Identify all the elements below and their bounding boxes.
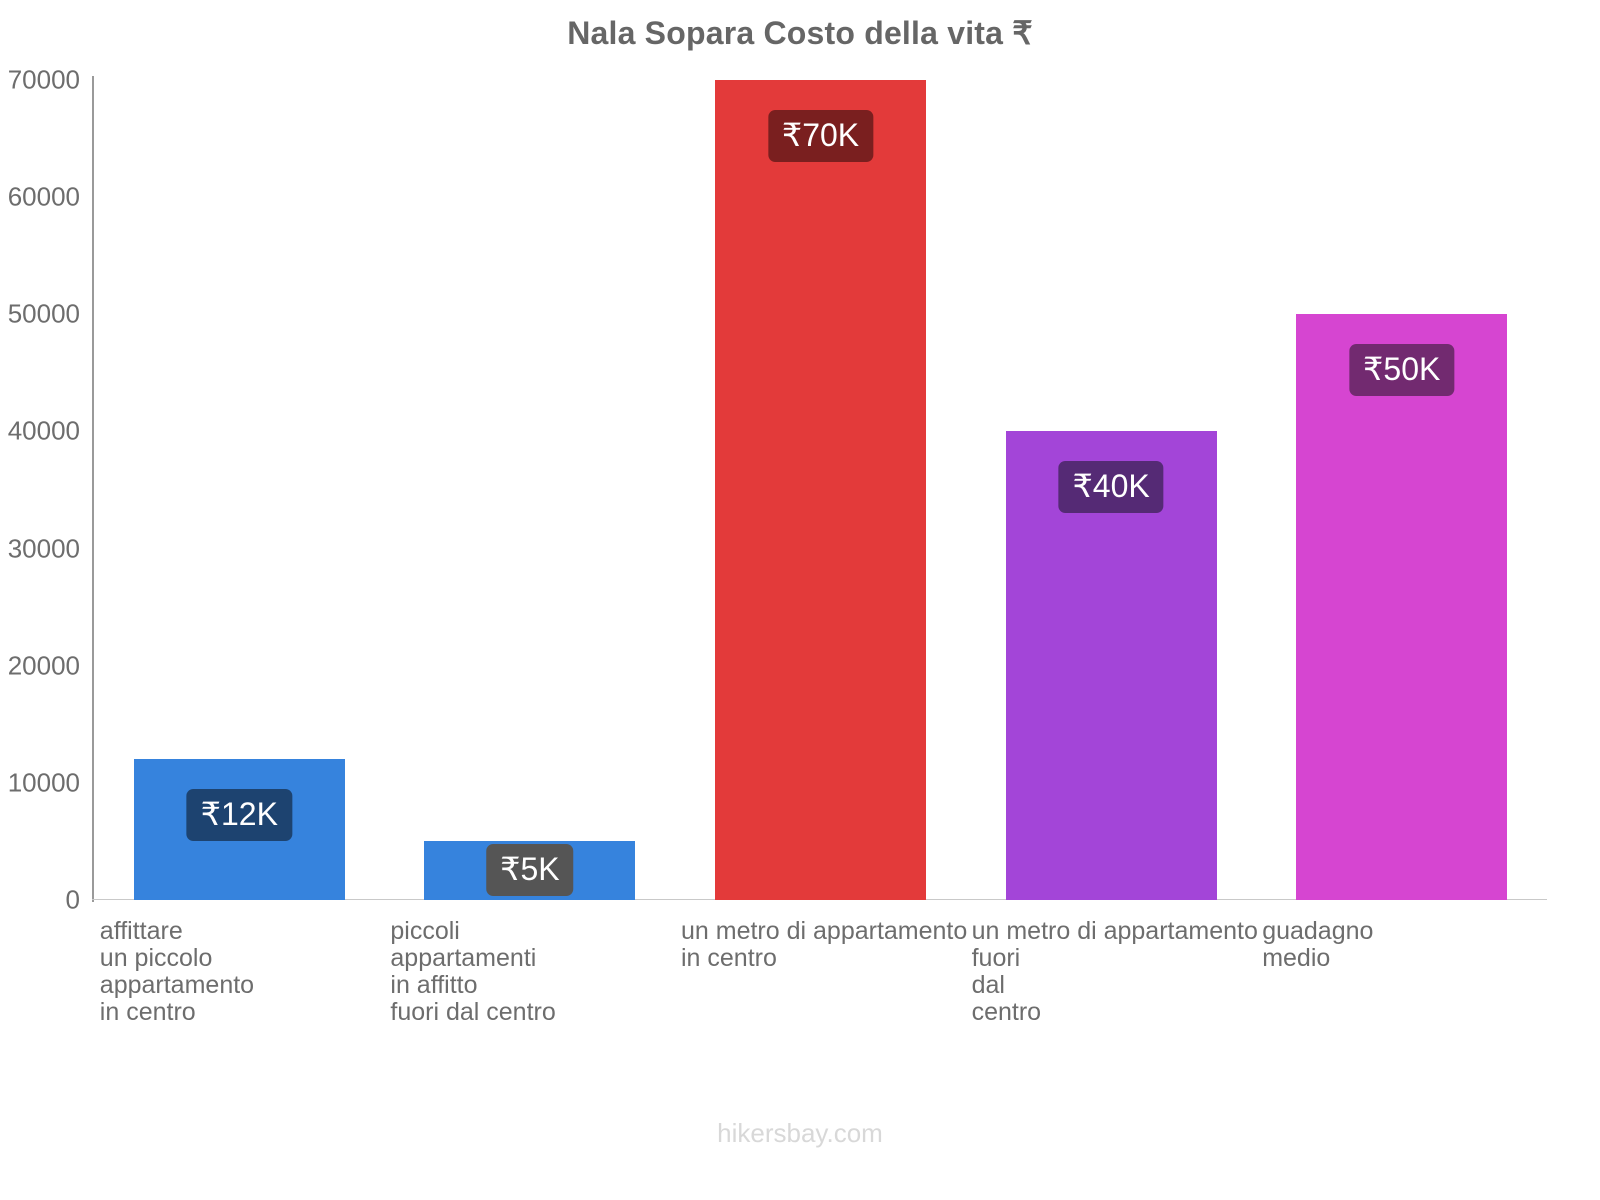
x-axis-label-line: fuori: [971, 944, 1021, 972]
x-axis-label-line: appartamento: [99, 971, 255, 999]
bar-series: ₹12K ₹5K ₹70K ₹40K ₹50K: [94, 0, 1547, 900]
y-axis-tick-label: 30000: [7, 533, 80, 564]
x-axis-category-label: piccoli appartamenti in affitto fuori dal c…: [390, 918, 555, 1026]
bar-value-label: ₹50K: [1349, 344, 1455, 397]
x-axis-label-line: piccoli: [390, 917, 460, 945]
bar-value-label: ₹70K: [767, 110, 874, 162]
y-axis-tick-label: 60000: [7, 181, 80, 212]
bar-value-label: ₹12K: [186, 789, 292, 842]
x-axis-label-line: in centro: [99, 998, 196, 1026]
y-axis-tick-label: 50000: [7, 298, 80, 329]
x-axis-label-line: guadagno: [1262, 917, 1374, 945]
y-axis-tick-label: 70000: [7, 64, 80, 95]
x-axis-label-line: in affitto: [390, 971, 478, 999]
y-axis-tick-label: 40000: [7, 415, 80, 446]
y-axis-tick-label: 20000: [7, 650, 80, 681]
bar-item[interactable]: ₹5K: [424, 0, 636, 900]
footer-attribution: hikersbay.com: [717, 1118, 883, 1148]
bar-value-label: ₹40K: [1058, 461, 1164, 514]
x-axis-label-line: medio: [1262, 944, 1331, 972]
x-axis-label-line: centro: [971, 998, 1042, 1026]
x-axis-label-line: un metro di appartamento: [681, 917, 968, 945]
x-axis-label-line: fuori dal centro: [390, 998, 556, 1026]
y-axis-line: [92, 76, 94, 902]
x-axis-label-line: affittare: [99, 917, 183, 945]
x-axis-label-line: un piccolo: [99, 944, 213, 972]
x-axis-label-line: dal: [971, 971, 1005, 999]
y-axis-tick-label: 10000: [7, 767, 80, 798]
bar-item[interactable]: ₹40K: [1005, 0, 1217, 900]
y-axis-tick-label: 0: [65, 884, 80, 915]
bar-rect[interactable]: [715, 80, 926, 900]
x-axis-category-label: un metro di appartamento in centro: [681, 918, 967, 972]
bar-value-label: ₹5K: [486, 844, 574, 896]
x-axis-category-label: guadagno medio: [1262, 918, 1373, 972]
chart-title: Nala Sopara Costo della vita ₹: [567, 15, 1033, 51]
x-axis-label-line: appartamenti: [390, 944, 537, 972]
bar-item[interactable]: ₹12K: [133, 0, 345, 900]
x-axis-category-label: un metro di appartamento fuori dal centro: [972, 918, 1258, 1026]
x-axis-category-label: affittare un piccolo appartamento in centro: [100, 918, 254, 1026]
bar-item[interactable]: ₹70K: [715, 0, 926, 900]
bar-item[interactable]: ₹50K: [1296, 0, 1508, 900]
x-axis-category-labels: affittare un piccolo appartamento in centro…: [94, 918, 1547, 1038]
y-axis-tick-labels: 0 10000 20000 30000 40000 50000 60000 70000: [0, 0, 86, 1200]
x-axis-label-line: un metro di appartamento: [971, 917, 1258, 945]
bar-rect[interactable]: [1296, 314, 1508, 900]
x-axis-label-line: in centro: [681, 944, 777, 972]
